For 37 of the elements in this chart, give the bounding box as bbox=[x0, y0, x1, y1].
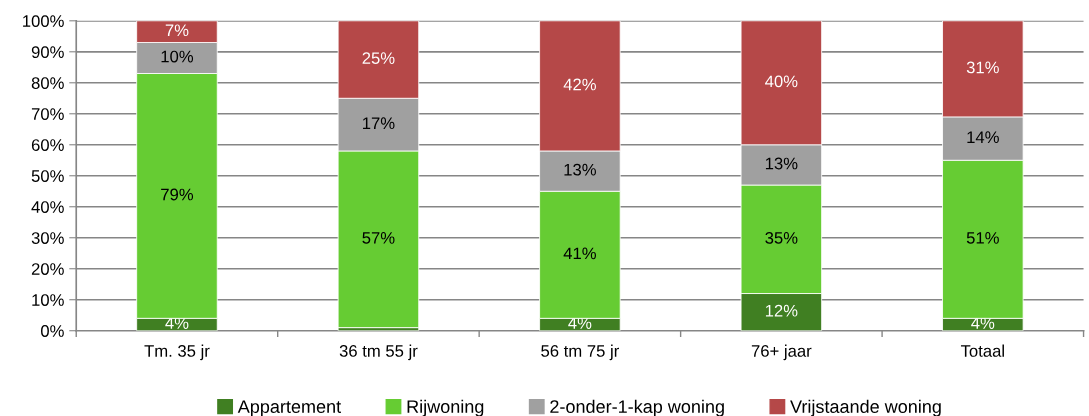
y-tick-label: 100% bbox=[23, 15, 64, 27]
data-label: 12% bbox=[765, 304, 798, 317]
legend-label: 2-onder-1-kap woning bbox=[550, 399, 724, 416]
y-tick-label: 60% bbox=[31, 139, 64, 151]
data-label: 79% bbox=[161, 188, 194, 201]
y-tick-label: 90% bbox=[31, 46, 64, 58]
data-label: 4% bbox=[971, 317, 995, 329]
data-label: 17% bbox=[363, 117, 395, 130]
data-label: 57% bbox=[362, 232, 395, 244]
legend-label: Rijwoning bbox=[407, 399, 484, 416]
x-tick-label: Totaal bbox=[960, 344, 1004, 357]
x-tick-label: 56 tm 75 jr bbox=[541, 344, 619, 361]
x-tick-label: Tm. 35 jr bbox=[144, 344, 210, 361]
data-label: 42% bbox=[563, 78, 596, 91]
data-label: 31% bbox=[966, 61, 999, 74]
data-label: 14% bbox=[967, 131, 999, 143]
y-tick-label: 40% bbox=[31, 201, 64, 213]
data-label: 13% bbox=[765, 157, 798, 170]
data-label: 40% bbox=[765, 75, 798, 88]
data-label: 13% bbox=[564, 163, 596, 176]
data-label: 25% bbox=[362, 52, 395, 65]
data-label: 7% bbox=[165, 24, 189, 37]
data-label: 51% bbox=[966, 232, 999, 244]
data-label: 35% bbox=[765, 231, 798, 244]
legend-label: Vrijstaande woning bbox=[790, 399, 941, 416]
y-tick-label: 80% bbox=[31, 77, 64, 89]
data-label: 10% bbox=[161, 50, 194, 63]
y-tick-label: 70% bbox=[31, 108, 64, 120]
y-tick-label: 0% bbox=[40, 325, 64, 337]
data-label: 41% bbox=[563, 247, 596, 260]
x-tick-label: 76+ jaar bbox=[751, 344, 812, 361]
y-tick-label: 30% bbox=[31, 232, 64, 244]
legend-label: Appartement bbox=[237, 400, 341, 416]
x-tick-label: 36 tm 55 jr bbox=[339, 344, 418, 361]
y-tick-label: 10% bbox=[32, 294, 64, 306]
y-tick-label: 50% bbox=[31, 170, 64, 182]
y-tick-label: 20% bbox=[31, 263, 64, 275]
